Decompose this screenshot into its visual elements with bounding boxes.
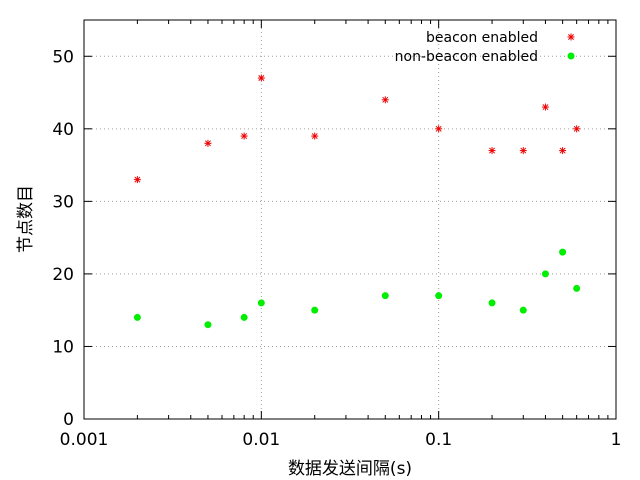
data-point <box>519 147 527 155</box>
data-point <box>519 306 527 314</box>
data-points <box>133 74 581 329</box>
y-tick-label: 50 <box>52 47 74 67</box>
data-point <box>240 132 248 140</box>
legend-label: beacon enabled <box>426 30 538 46</box>
axis-ticks: 0 10 20 30 40 50 0.001 0.01 0.1 1 <box>52 20 621 450</box>
data-point <box>381 96 389 104</box>
data-point <box>133 313 141 321</box>
series-non-beacon-enabled <box>133 248 581 329</box>
y-tick-label: 10 <box>52 337 74 357</box>
x-tick-label: 1 <box>611 430 622 450</box>
x-tick-label: 0.01 <box>242 430 280 450</box>
grid-lines <box>84 20 616 419</box>
data-point <box>559 248 567 256</box>
data-point <box>541 270 549 278</box>
legend: beacon enabled non-beacon enabled <box>395 30 575 65</box>
data-point <box>257 299 265 307</box>
data-point <box>435 125 443 133</box>
data-point <box>311 132 319 140</box>
data-point <box>311 306 319 314</box>
x-tick-label: 0.001 <box>60 430 109 450</box>
x-axis-label: 数据发送间隔(s) <box>288 459 412 479</box>
data-point <box>488 299 496 307</box>
y-tick-label: 40 <box>52 120 74 140</box>
y-tick-label: 20 <box>52 265 74 285</box>
y-axis-label: 节点数目 <box>16 185 36 253</box>
data-point <box>381 292 389 300</box>
legend-marker <box>567 33 575 41</box>
data-point <box>573 284 581 292</box>
legend-label: non-beacon enabled <box>395 49 538 65</box>
data-point <box>240 313 248 321</box>
data-point <box>204 139 212 147</box>
data-point <box>573 125 581 133</box>
data-point <box>435 292 443 300</box>
y-tick-label: 0 <box>63 410 74 430</box>
data-point <box>488 147 496 155</box>
y-tick-label: 30 <box>52 192 74 212</box>
data-point <box>541 103 549 111</box>
data-point <box>257 74 265 82</box>
data-point <box>133 176 141 184</box>
legend-marker <box>567 52 575 60</box>
data-point <box>204 321 212 329</box>
series-beacon-enabled <box>133 74 581 184</box>
data-point <box>559 147 567 155</box>
plot-frame <box>83 19 617 420</box>
x-tick-label: 0.1 <box>425 430 452 450</box>
